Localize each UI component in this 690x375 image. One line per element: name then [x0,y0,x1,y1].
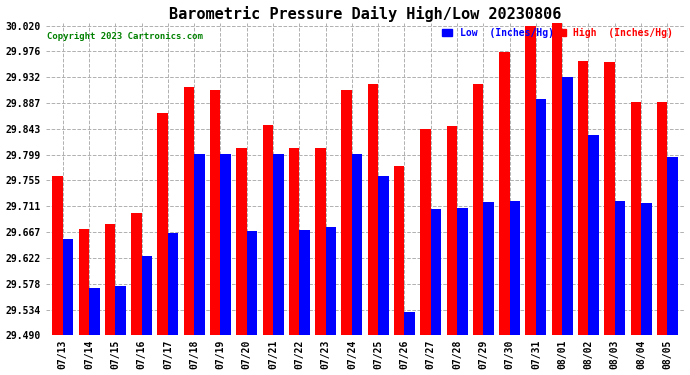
Bar [141,256,152,335]
Bar [115,285,126,335]
Bar [562,77,573,335]
Bar [641,203,651,335]
Bar [247,231,257,335]
Bar [89,288,99,335]
Bar [457,208,468,335]
Bar [615,201,625,335]
Bar [394,166,404,335]
Bar [63,239,73,335]
Bar [315,148,326,335]
Bar [236,148,247,335]
Bar [404,312,415,335]
Bar [210,90,221,335]
Bar [431,209,442,335]
Bar [52,176,63,335]
Bar [221,154,231,335]
Bar [368,84,378,335]
Bar [378,176,388,335]
Bar [289,148,299,335]
Bar [420,129,431,335]
Bar [667,157,678,335]
Legend: Low  (Inches/Hg), High  (Inches/Hg): Low (Inches/Hg), High (Inches/Hg) [442,28,673,38]
Bar [604,63,615,335]
Bar [168,233,179,335]
Bar [589,135,599,335]
Bar [326,227,336,335]
Bar [510,201,520,335]
Bar [499,52,510,335]
Bar [352,154,362,335]
Bar [536,99,546,335]
Bar [194,154,205,335]
Bar [273,154,284,335]
Bar [552,23,562,335]
Bar [578,61,589,335]
Bar [631,102,641,335]
Bar [342,90,352,335]
Bar [105,224,115,335]
Bar [473,84,484,335]
Bar [184,87,194,335]
Bar [525,26,536,335]
Bar [299,230,310,335]
Bar [131,213,141,335]
Bar [79,229,89,335]
Bar [484,202,494,335]
Bar [262,125,273,335]
Bar [657,102,667,335]
Bar [157,113,168,335]
Title: Barometric Pressure Daily High/Low 20230806: Barometric Pressure Daily High/Low 20230… [169,6,561,21]
Bar [446,126,457,335]
Text: Copyright 2023 Cartronics.com: Copyright 2023 Cartronics.com [47,32,203,41]
